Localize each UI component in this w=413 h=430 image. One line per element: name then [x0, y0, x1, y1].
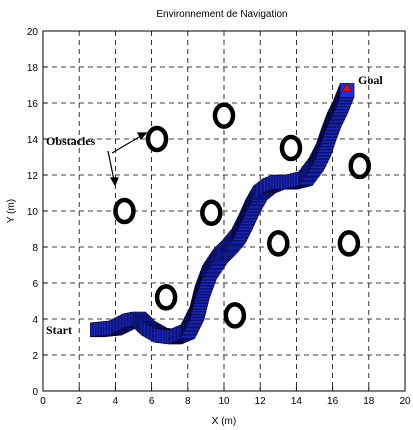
x-tick-label: 8 [185, 396, 191, 407]
x-tick-label: 2 [76, 396, 82, 407]
x-tick-label: 4 [113, 396, 119, 407]
y-tick-label: 16 [27, 99, 39, 110]
trajectory [90, 83, 355, 345]
obstacle-marker [113, 197, 136, 225]
obstacle-marker [223, 302, 247, 329]
y-tick-label: 4 [32, 315, 38, 326]
x-tick-label: 6 [149, 396, 155, 407]
x-tick-label: 0 [40, 396, 46, 407]
x-ticks: 0 2 4 6 8 10 12 14 16 18 20 [40, 387, 411, 407]
y-tick-label: 0 [32, 387, 38, 398]
y-ticks: 0 2 4 6 8 10 12 14 16 18 20 [27, 27, 47, 398]
obstacle-marker [267, 230, 290, 257]
obstacle-marker [348, 152, 371, 180]
obstacle-marker [212, 102, 236, 129]
y-tick-label: 20 [27, 27, 39, 38]
y-tick-label: 2 [32, 351, 38, 362]
y-tick-label: 18 [27, 63, 39, 74]
x-tick-label: 10 [218, 396, 230, 407]
start-annotation: Start [46, 323, 72, 337]
y-axis-label: Y (m) [6, 199, 17, 223]
arrow-head [109, 177, 119, 187]
obstacle-marker [337, 230, 361, 257]
goal-marker-group [341, 83, 353, 92]
x-tick-label: 14 [291, 396, 303, 407]
obstacles [113, 102, 371, 329]
obstacle-marker [145, 125, 169, 153]
obstacle-marker [154, 284, 178, 311]
x-axis-label: X (m) [212, 416, 236, 427]
x-tick-label: 20 [399, 396, 411, 407]
y-tick-label: 8 [32, 243, 38, 254]
arrow-head [137, 132, 148, 141]
obstacles-annotation: Obstacles [46, 134, 96, 148]
goal-annotation: Goal [358, 73, 383, 87]
goal-marker [341, 83, 353, 92]
chart-title: Environnement de Navigation [156, 9, 287, 20]
y-tick-label: 6 [32, 279, 38, 290]
x-tick-label: 12 [255, 396, 267, 407]
obstacle-arrows [107, 132, 148, 187]
x-tick-label: 18 [363, 396, 375, 407]
obstacle-marker [200, 199, 223, 227]
x-tick-label: 16 [327, 396, 339, 407]
y-tick-label: 12 [27, 171, 39, 182]
y-tick-label: 10 [27, 207, 39, 218]
obstacle-marker [279, 134, 303, 162]
y-tick-label: 14 [27, 135, 39, 146]
